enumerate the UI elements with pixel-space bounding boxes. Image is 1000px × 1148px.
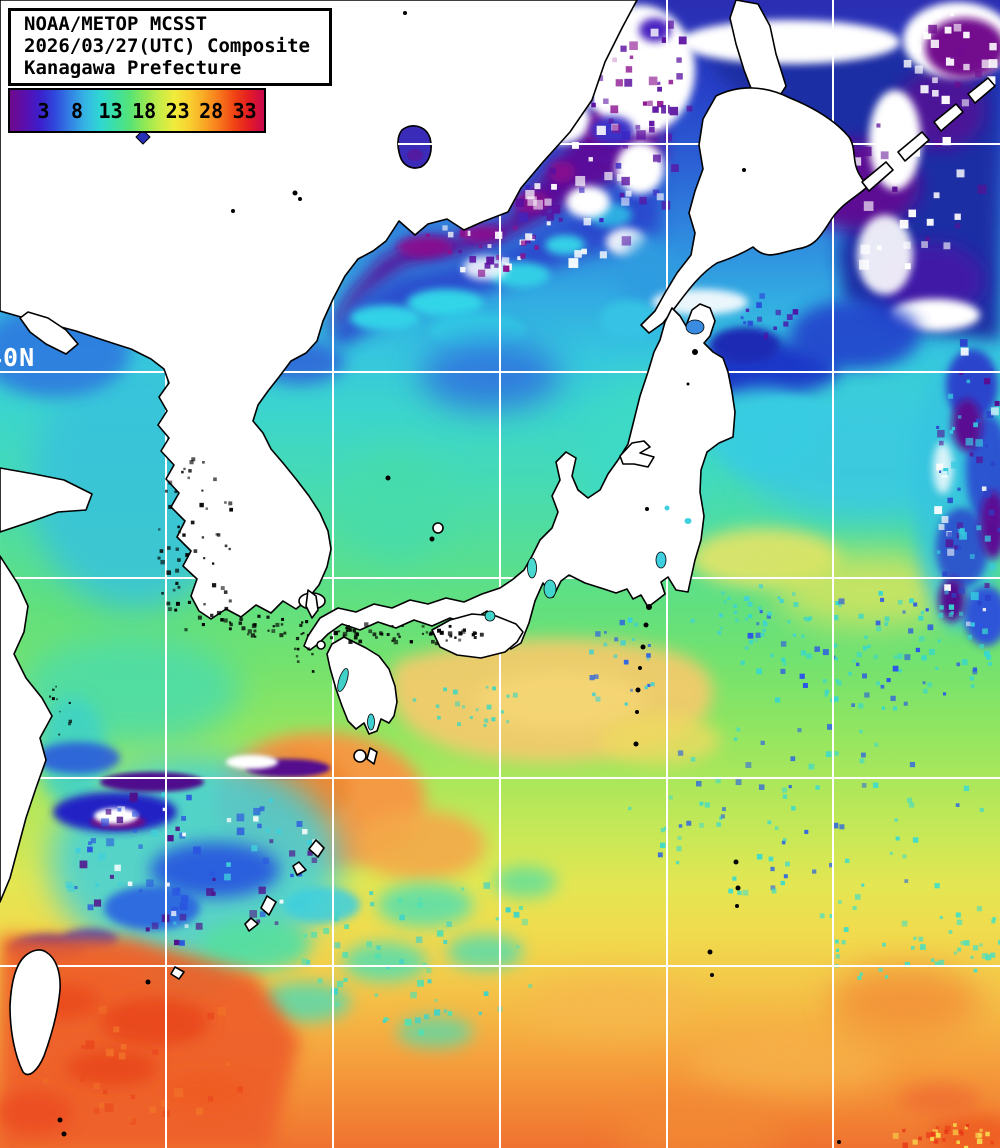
mutsu-bay: [685, 319, 705, 335]
colorbar-tick: 13: [98, 98, 123, 123]
osaka-bay: [484, 610, 496, 622]
ise-bay: [543, 579, 557, 599]
diamond-mark: [135, 129, 151, 145]
landmasses: [0, 0, 996, 1076]
land-shandong: [0, 467, 93, 533]
lake-biwa: [527, 557, 537, 579]
land-ryukyu-islands: [170, 839, 325, 980]
title-box: NOAA/METOP MCSST 2026/03/27(UTC) Composi…: [8, 8, 332, 86]
colorbar-tick: 3: [37, 98, 50, 123]
land-kyushu: [326, 636, 398, 735]
colorbar-tick: 28: [199, 98, 224, 123]
land-taiwan: [9, 949, 61, 1076]
colorbar-gradient: [10, 90, 264, 131]
land-oki: [432, 522, 444, 534]
kagoshima-bay: [367, 713, 375, 731]
colorbar: 3 8 13 18 23 28 33: [8, 88, 266, 133]
lake-khanka: [397, 125, 432, 169]
land-china-coast: [0, 555, 53, 903]
colorbar-tick: 18: [132, 98, 157, 123]
land-hokkaido: [640, 87, 868, 334]
island-speckles: [49, 457, 484, 736]
land-tanegashima: [366, 747, 378, 765]
land-asia-mainland: [0, 0, 638, 620]
colorbar-ticks: 3 8 13 18 23 28 33: [10, 90, 264, 131]
land-sado: [619, 440, 655, 468]
ariake-sea: [337, 668, 349, 692]
land-liaodong: [19, 311, 79, 355]
small-islands: [57, 11, 841, 1144]
land-yakushima: [353, 749, 367, 763]
title-line-3: Kanagawa Prefecture: [24, 57, 242, 79]
colorbar-tick: 8: [71, 98, 84, 123]
colorbar-tick: 23: [165, 98, 190, 123]
land-kuril-islands: [861, 77, 996, 192]
colorbar-tick: 33: [232, 98, 257, 123]
tokyo-bay: [655, 551, 667, 569]
title-line-1: NOAA/METOP MCSST: [24, 13, 208, 35]
latitude-label-40n: 40N: [0, 343, 35, 372]
inland-water: [337, 149, 705, 731]
title-line-2: 2026/03/27(UTC) Composite: [24, 35, 310, 57]
land-tsushima: [305, 589, 319, 619]
land-iki: [316, 640, 326, 650]
land-shikoku: [431, 613, 524, 659]
